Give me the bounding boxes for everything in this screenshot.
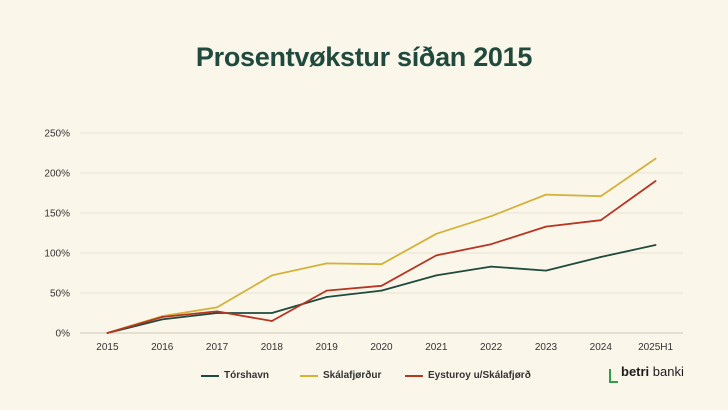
data-point (161, 318, 164, 321)
data-point (599, 256, 602, 258)
x-tick-label: 2015 (96, 342, 119, 353)
series-line (107, 157, 657, 334)
data-point (435, 232, 438, 235)
y-tick-label: 100% (44, 249, 70, 260)
y-tick-label: 200% (44, 169, 70, 180)
legend: Tórshavn Skálafjørður Eysturoy u/Skálafj… (0, 370, 728, 384)
data-point (490, 243, 493, 246)
data-point (161, 316, 164, 318)
x-tick-label: 2019 (316, 342, 339, 353)
legend-item-skalafjordur: Skálafjørður (300, 370, 381, 381)
y-tick-label: 150% (44, 209, 70, 220)
y-tick-label: 0% (56, 329, 71, 340)
data-point (380, 263, 383, 266)
data-point (545, 225, 547, 228)
data-point (270, 274, 273, 277)
logo-mark-icon (609, 369, 618, 383)
data-point (545, 193, 547, 196)
data-point (325, 296, 328, 298)
data-point (490, 265, 493, 268)
data-point (325, 289, 328, 292)
x-tick-label: 2020 (370, 342, 393, 353)
x-tick-label: 2017 (206, 342, 229, 353)
legend-item-torshavn: Tórshavn (201, 370, 269, 381)
chart-title: Prosentvøkstur síðan 2015 (195, 42, 533, 72)
legend-swatch-eysturoy (405, 374, 423, 377)
x-tick-label: 2018 (261, 342, 284, 353)
x-tick-label: 2024 (590, 342, 613, 353)
series-line (107, 180, 657, 334)
data-point (216, 312, 218, 314)
data-point (654, 157, 657, 160)
x-tick-label: 2021 (425, 342, 448, 353)
betri-banki-logo: betri banki (609, 364, 684, 384)
data-point (106, 332, 109, 334)
y-tick-label: 50% (50, 289, 70, 300)
y-tick-label: 250% (44, 129, 70, 140)
data-point (599, 195, 602, 198)
data-point (435, 274, 438, 277)
data-point (325, 262, 328, 265)
data-point (216, 306, 218, 309)
data-point (654, 244, 657, 246)
legend-label-torshavn: Tórshavn (224, 370, 270, 381)
logo-text: betri banki (621, 364, 684, 379)
data-point (270, 320, 273, 322)
data-point (380, 284, 383, 287)
data-point (654, 180, 657, 182)
x-tick-label: 2022 (480, 342, 503, 353)
legend-label-eysturoy: Eysturoy u/Skálafjørð (428, 370, 531, 381)
data-point (599, 219, 602, 222)
legend-item-eysturoy: Eysturoy u/Skálafjørð (405, 370, 531, 381)
x-tick-label: 2016 (151, 342, 174, 353)
data-point (435, 254, 438, 257)
legend-swatch-skalafjordur (300, 374, 318, 377)
data-point (380, 289, 383, 292)
data-point (545, 269, 547, 272)
data-point (490, 215, 493, 218)
x-tick-label: 2023 (535, 342, 558, 353)
x-tick-label: 2025H1 (638, 342, 673, 353)
data-point (270, 312, 273, 314)
legend-label-skalafjordur: Skálafjørður (323, 370, 382, 381)
legend-swatch-torshavn (201, 374, 219, 377)
series-line (107, 244, 656, 334)
data-point (216, 310, 218, 313)
